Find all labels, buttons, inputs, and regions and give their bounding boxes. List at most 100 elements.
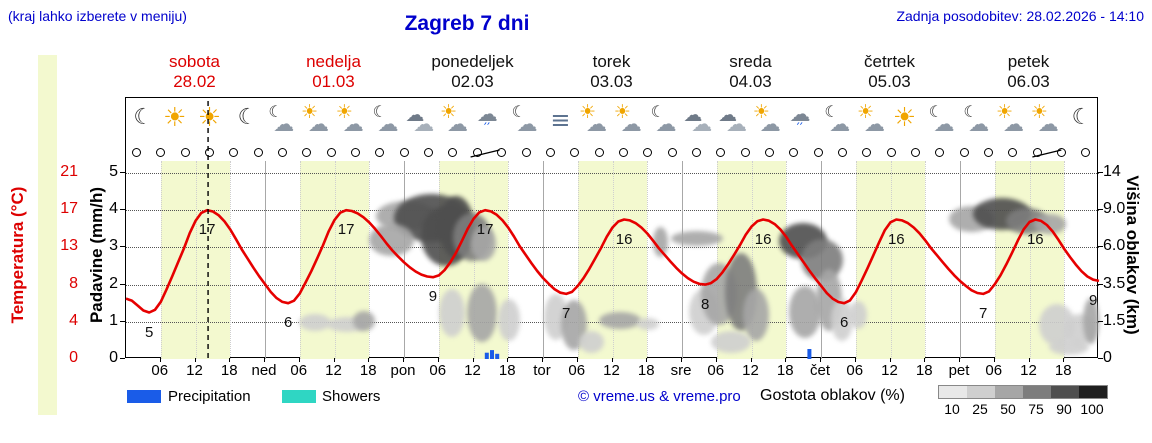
sun-cloud-glyph: ☁ xyxy=(759,112,781,136)
cloud-blob xyxy=(743,289,769,341)
axis-tickmark xyxy=(1098,320,1103,322)
precip-tick: 5 xyxy=(109,163,118,180)
cloud-tick: 9.0 xyxy=(1103,200,1126,218)
temp-tick: 8 xyxy=(69,274,78,292)
day-name: četrtek xyxy=(863,52,916,71)
sun-cloud-glyph: ☁ xyxy=(342,112,364,136)
x-tick-18: 18 xyxy=(359,362,377,379)
x-tick-06: 06 xyxy=(707,362,725,379)
temp-axis-title: Temperatura (°C) xyxy=(8,186,27,324)
calm-circle xyxy=(1057,148,1067,157)
x-tick-ned: ned xyxy=(251,362,277,379)
calm-circle xyxy=(691,148,701,157)
vertical-gridline xyxy=(751,161,753,359)
x-tick-sre: sre xyxy=(670,362,692,379)
cloud-blob xyxy=(653,227,668,257)
precipitation-bar xyxy=(484,352,489,359)
plot-area: ☾ ☀ ☀ ☾ ☾ ☁ ☀ ☁ ☀ ☁ ☾ ☁ ☁ ☁ ☀ ☁ ☁ ′′ ☾ ☁ ≡ ☀ ☁ ☀ ☁ ☾ ☁ ☁ ☁ ☁ ☁ ☀ ☁ ☁ ′′ ☾ ☁ ☀… xyxy=(125,97,1100,359)
precip-tick: 0 xyxy=(109,349,118,366)
day-date: 04.03 xyxy=(729,72,772,91)
axis-tickmark xyxy=(889,358,891,362)
precip-tick: 1 xyxy=(109,311,118,329)
clouds-glyph: ☁ xyxy=(683,104,703,126)
axis-tickmark xyxy=(681,358,682,362)
x-tick-18: 18 xyxy=(498,362,516,379)
day-name: sobota xyxy=(168,52,221,71)
axis-tickmark xyxy=(1098,358,1103,359)
axis-tickmark xyxy=(368,358,370,362)
moon-cloud-glyph: ☾ xyxy=(650,102,665,121)
weather-icon-moon: ☾ xyxy=(1065,103,1099,143)
weather-icon-sun: ☀ xyxy=(891,103,925,143)
x-tick-12: 12 xyxy=(186,362,203,379)
sun-cloud-glyph: ☁ xyxy=(864,112,886,136)
cloud-drizzle-glyph: ′′ xyxy=(483,121,491,137)
temp-tick: 0 xyxy=(69,349,78,366)
clouds-glyph: ☁ xyxy=(405,104,425,126)
cloud-blob xyxy=(1049,339,1089,355)
calm-circle xyxy=(911,148,920,157)
vertical-gridline xyxy=(925,161,927,359)
calm-circle xyxy=(813,148,823,157)
calm-circle xyxy=(935,148,945,157)
cloud-blob xyxy=(599,312,641,329)
showers-label: Showers xyxy=(322,388,381,405)
sun-cloud-glyph: ☁ xyxy=(308,112,330,136)
cloud-tick: 14 xyxy=(1103,163,1121,180)
axis-tickmark xyxy=(1098,246,1103,248)
weather-icon-moon-cloud: ☾ ☁ xyxy=(821,103,855,143)
menu-hint: (kraj lahko izberete v meniju) xyxy=(8,8,187,24)
temperature-curve-layer xyxy=(125,101,1100,359)
wind-calm-row xyxy=(132,148,1091,157)
x-tick-čet: čet xyxy=(809,362,831,379)
vertical-gridline xyxy=(960,161,961,359)
axis-tickmark xyxy=(785,358,787,362)
x-tick-18: 18 xyxy=(220,362,238,379)
calm-circle xyxy=(643,148,653,157)
density-segment xyxy=(1079,386,1107,398)
day-name: sreda xyxy=(729,52,772,71)
sun-cloud-glyph: ☁ xyxy=(586,112,608,136)
axis-tickmark xyxy=(993,358,995,362)
calm-circle xyxy=(667,148,677,157)
day-header-nedelja: nedelja 01.03 xyxy=(259,52,409,92)
clouds-glyph: ☁ xyxy=(413,112,435,136)
moon-glyph: ☾ xyxy=(237,105,258,130)
copyright-link[interactable]: © vreme.us & vreme.pro xyxy=(578,388,741,405)
axis-tickmark xyxy=(120,320,125,322)
density-segment xyxy=(1023,386,1051,398)
day-header-sreda: sreda 04.03 xyxy=(676,52,826,92)
temp-point-label: 17 xyxy=(476,221,494,239)
weather-icon-sun-cloud: ☀ ☁ xyxy=(1030,103,1064,143)
temp-point-label: 6 xyxy=(839,314,849,332)
vertical-gridline xyxy=(299,161,301,359)
calm-circle xyxy=(521,148,531,157)
cloud-blob xyxy=(471,226,496,261)
x-tick-18: 18 xyxy=(1054,362,1072,379)
x-tick-12: 12 xyxy=(464,362,481,379)
cloud-blob xyxy=(831,299,853,341)
calm-circle xyxy=(156,148,166,157)
cloud-blob xyxy=(467,284,497,342)
axis-tickmark xyxy=(507,358,509,362)
cloud-blob xyxy=(1083,298,1099,344)
clouds-glyph: ☁ xyxy=(726,112,748,136)
cloud-blob xyxy=(671,231,723,246)
precipitation-swatch xyxy=(127,390,161,403)
weather-icon-clouds: ☁ ☁ xyxy=(717,103,751,143)
calm-circle xyxy=(886,148,896,157)
axis-tickmark xyxy=(646,358,648,362)
density-tick: 100 xyxy=(1080,401,1104,417)
sun-cloud-glyph: ☀ xyxy=(1030,101,1048,123)
calm-circle xyxy=(716,148,726,157)
cloud-tick: 6.0 xyxy=(1103,237,1126,255)
calm-circle xyxy=(740,148,750,157)
vertical-gridline xyxy=(160,161,162,359)
weather-icon-moon: ☾ xyxy=(126,103,160,143)
vertical-gridline xyxy=(543,161,544,359)
calm-circle xyxy=(205,148,215,157)
axis-tickmark xyxy=(298,358,300,362)
cloud-drizzle-glyph: ☁ xyxy=(789,102,811,126)
calm-circle xyxy=(448,148,458,157)
calm-circle xyxy=(399,148,409,157)
